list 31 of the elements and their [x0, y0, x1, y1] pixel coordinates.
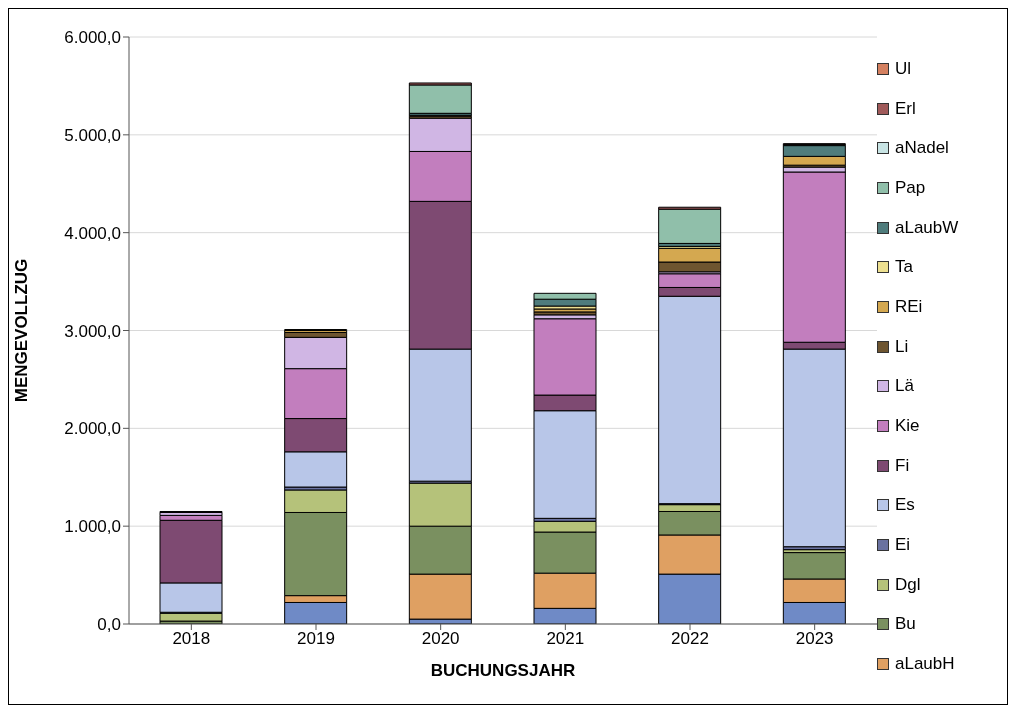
x-tick-label: 2022 — [671, 629, 709, 649]
y-tick-label: 6.000,0 — [64, 28, 121, 48]
legend-label: Ei — [895, 535, 911, 556]
legend-label: aLaubW — [895, 217, 959, 238]
x-axis-title: BUCHUNGSJAHR — [430, 661, 576, 680]
legend-label: Fi — [895, 455, 910, 476]
x-tick-label: 2023 — [795, 629, 834, 649]
y-tick-label: 0,0 — [97, 615, 121, 635]
x-tick-label: 2020 — [421, 629, 460, 649]
legend-label: Li — [895, 336, 909, 357]
legend-label: Es — [895, 495, 915, 516]
y-tick-label: 5.000,0 — [64, 125, 121, 145]
legend-label: Ta — [895, 257, 913, 278]
legend-label: Bu — [895, 614, 916, 635]
legend-label: aLaubH — [895, 654, 955, 675]
legend-label: Lä — [895, 376, 914, 397]
x-tick-label: 2018 — [172, 629, 211, 649]
y-tick-label: 3.000,0 — [64, 321, 121, 341]
y-axis-title: MENGEVOLLZUG — [12, 258, 32, 403]
legend-label: Erl — [895, 98, 916, 119]
x-tick-label: 2021 — [546, 629, 585, 649]
y-tick-label: 4.000,0 — [64, 223, 121, 243]
legend-label: Ul — [895, 58, 912, 79]
legend-label: Kie — [895, 416, 920, 437]
legend-label: Pap — [895, 177, 926, 198]
x-tick-label: 2019 — [297, 629, 335, 649]
legend-label: Dgl — [895, 574, 921, 595]
y-tick-label: 1.000,0 — [64, 517, 121, 537]
y-tick-label: 2.000,0 — [64, 419, 121, 439]
legend-label: aNadel — [895, 138, 949, 159]
legend-label: REi — [895, 296, 923, 317]
